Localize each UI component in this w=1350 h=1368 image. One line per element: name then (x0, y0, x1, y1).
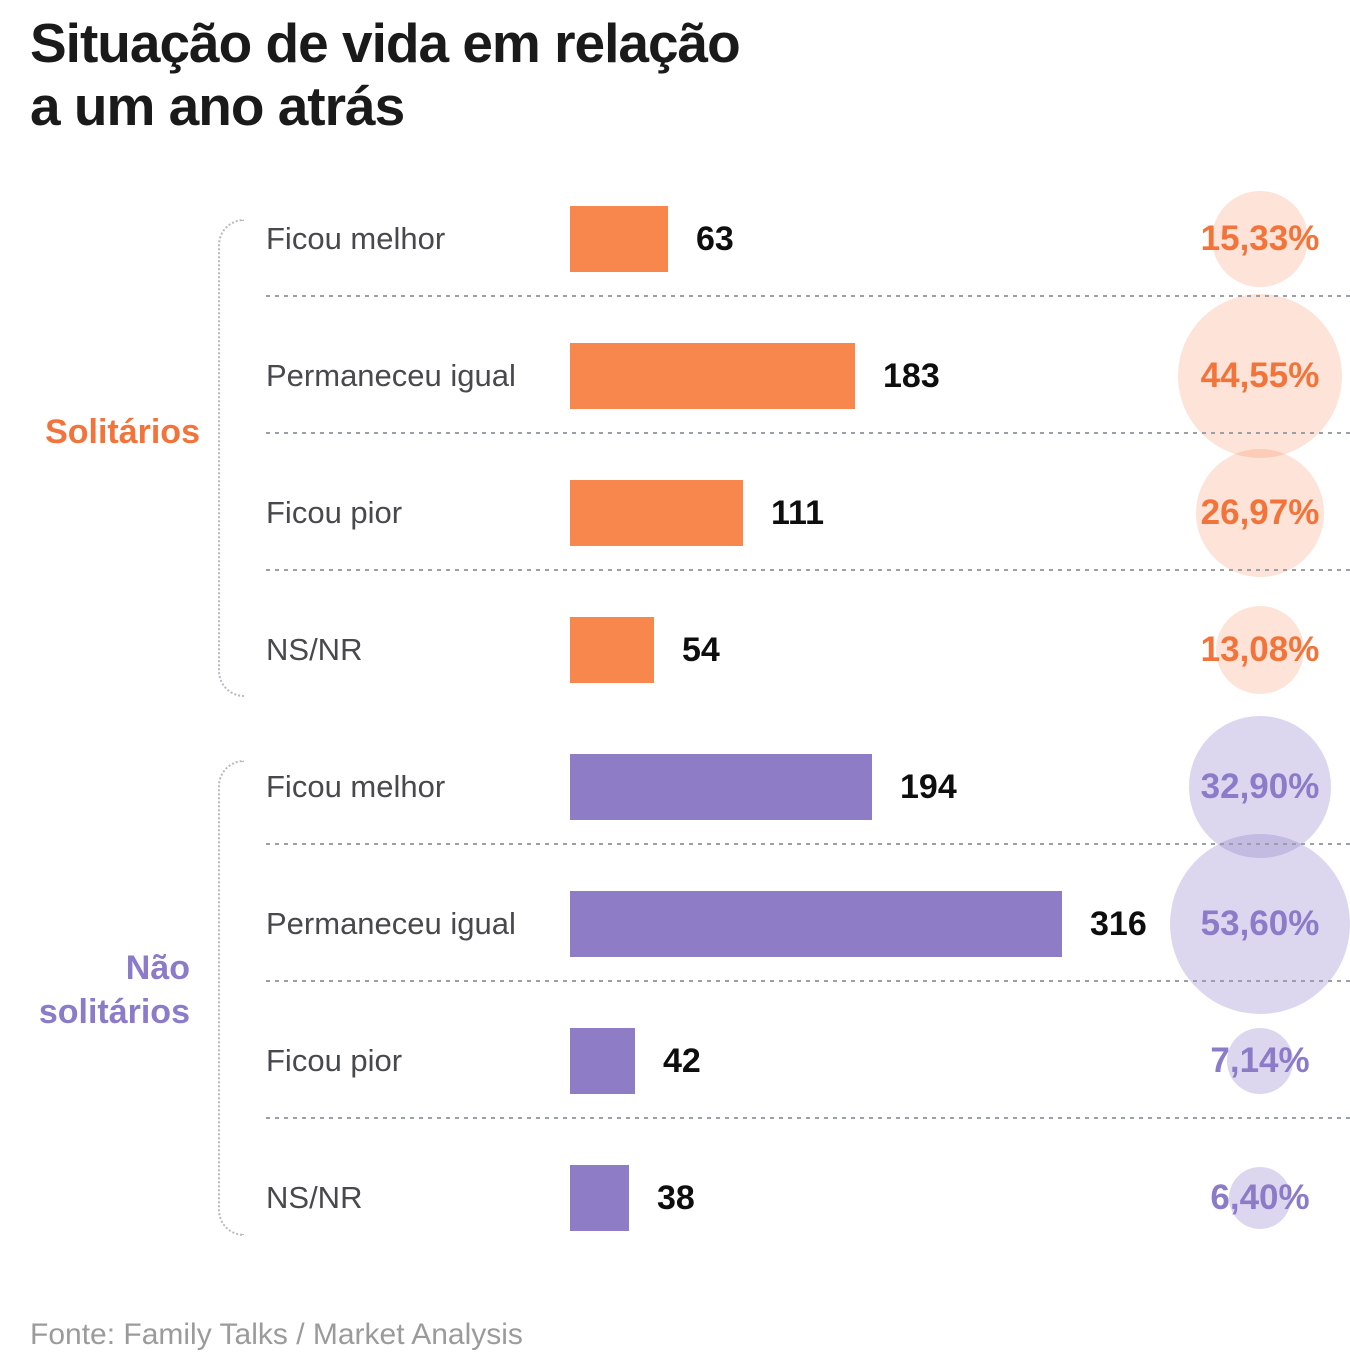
bar (570, 617, 654, 683)
pct-label: 7,14% (1210, 1041, 1310, 1080)
pct-label: 6,40% (1210, 1178, 1310, 1217)
chart-row: NS/NR 38 (0, 1118, 1350, 1255)
pct-label: 53,60% (1200, 904, 1320, 943)
pct-bubble (1177, 293, 1343, 459)
chart-title: Situação de vida em relação a um ano atr… (30, 12, 741, 138)
chart-title-line1: Situação de vida em relação (30, 12, 741, 74)
bar (570, 343, 855, 409)
bar-value: 54 (682, 630, 720, 669)
pct-bubble (1211, 190, 1309, 288)
row-label: Permaneceu igual (266, 906, 516, 941)
chart-row: Ficou melhor 194 (0, 707, 1350, 845)
pct-bubble (1189, 716, 1331, 858)
row-label: NS/NR (266, 1180, 363, 1215)
pct-layer: 15,33% 44,55% 26,97% 13,08% 32,90% 53,60% 7,14… (0, 159, 1350, 1255)
pct-label: 13,08% (1200, 630, 1320, 669)
rows: Ficou melhor 63 Permaneceu igual 183 Ficou p… (0, 159, 1350, 1255)
bar (570, 480, 743, 546)
source-note: Fonte: Family Talks / Market Analysis (30, 1318, 523, 1351)
bar-value: 183 (883, 356, 940, 395)
chart-row: Permaneceu igual 183 (0, 296, 1350, 434)
bar-value: 63 (696, 219, 734, 258)
pct-bubble (1227, 1028, 1293, 1094)
pct-bubble (1228, 1166, 1292, 1230)
chart-row: Permaneceu igual 316 (0, 844, 1350, 982)
group-label-nao-solitarios: Não solitários (38, 949, 190, 1031)
pct-bubble (1196, 449, 1324, 577)
pct-label: 44,55% (1200, 356, 1320, 395)
pct-label: 15,33% (1200, 219, 1320, 258)
pct-label: 26,97% (1200, 493, 1320, 532)
pct-bubble (1215, 605, 1305, 695)
bubble-layer (0, 159, 1350, 1255)
bar (570, 206, 668, 272)
group-label-solitarios: Solitários (45, 413, 200, 451)
bar (570, 1165, 629, 1231)
bar-value: 42 (663, 1041, 701, 1080)
bar-value: 316 (1090, 904, 1147, 943)
row-label: Ficou pior (266, 495, 403, 530)
bar (570, 891, 1062, 957)
chart-row: Ficou pior 42 (0, 981, 1350, 1119)
bar-value: 194 (900, 767, 957, 806)
bar (570, 1028, 635, 1094)
row-label: Ficou melhor (266, 221, 446, 256)
bar-value: 38 (657, 1178, 695, 1217)
chart-title-line2: a um ano atrás (30, 75, 405, 137)
row-label: Permaneceu igual (266, 358, 516, 393)
bar-value: 111 (771, 493, 824, 532)
chart-row: Ficou melhor 63 (0, 159, 1350, 297)
chart-row: NS/NR 54 (0, 570, 1350, 707)
chart-body: Ficou melhor 63 Permaneceu igual 183 Ficou p… (0, 159, 1350, 1255)
bar (570, 754, 872, 820)
pct-bubble (1169, 833, 1350, 1015)
row-label: Ficou pior (266, 1043, 403, 1078)
chart-row: Ficou pior 111 (0, 433, 1350, 571)
pct-label: 32,90% (1200, 767, 1320, 806)
row-label: NS/NR (266, 632, 363, 667)
row-label: Ficou melhor (266, 769, 446, 804)
